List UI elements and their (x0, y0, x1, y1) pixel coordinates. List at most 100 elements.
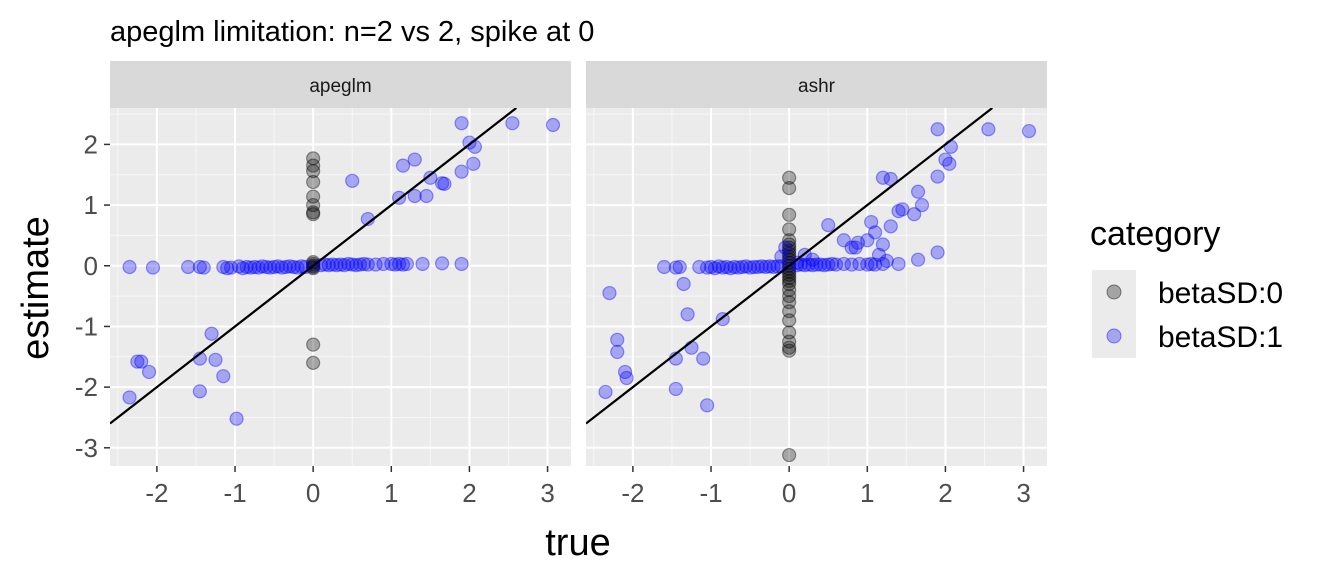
data-point-betaSD-1 (145, 260, 161, 275)
data-point-betaSD-1 (545, 117, 561, 133)
data-point-betaSD-0 (782, 233, 797, 248)
data-point-betaSD-1 (278, 259, 293, 275)
data-point-betaSD-0 (782, 276, 797, 292)
identity-line (110, 108, 517, 425)
data-point-betaSD-0 (782, 340, 797, 355)
facet-strip-label: ashr (798, 76, 836, 97)
x-tick-label: 0 (306, 478, 320, 508)
data-point-betaSD-1 (766, 259, 781, 275)
data-point-betaSD-1 (395, 158, 411, 173)
data-point-betaSD-1 (930, 169, 945, 184)
data-point-betaSD-1 (657, 259, 672, 275)
data-point-betaSD-1 (259, 259, 274, 275)
legend-label-betaSD-1: betaSD:1 (1158, 321, 1283, 354)
legend-label-betaSD-0: betaSD:0 (1158, 277, 1283, 310)
legend-key-background (1092, 270, 1136, 314)
data-point-betaSD-1 (938, 152, 953, 167)
data-point-betaSD-1 (437, 176, 452, 191)
data-point-betaSD-0 (782, 180, 797, 196)
data-point-betaSD-1 (770, 259, 785, 274)
facet-panel-apeglm: apeglm (110, 61, 571, 466)
data-point-betaSD-1 (454, 256, 469, 272)
data-point-betaSD-1 (719, 259, 734, 275)
data-point-betaSD-1 (875, 170, 891, 185)
data-point-betaSD-1 (778, 240, 793, 255)
data-point-betaSD-1 (758, 259, 773, 275)
data-point-betaSD-0 (306, 164, 321, 179)
y-tick-label: -1 (75, 311, 98, 341)
data-point-betaSD-1 (735, 259, 750, 275)
data-point-betaSD-0 (782, 289, 797, 304)
data-point-betaSD-1 (910, 252, 926, 267)
data-point-betaSD-1 (668, 381, 683, 397)
y-tick-label: -2 (75, 372, 98, 402)
data-point-betaSD-1 (860, 233, 875, 248)
x-tick-label: -1 (223, 478, 246, 508)
data-point-betaSD-1 (598, 384, 613, 400)
data-point-betaSD-1 (243, 260, 258, 275)
x-tick-label: 2 (462, 478, 476, 508)
data-point-betaSD-1 (864, 256, 879, 272)
data-point-betaSD-0 (782, 246, 797, 261)
data-point-betaSD-1 (192, 384, 207, 399)
legend-key-background (1092, 314, 1136, 358)
data-point-betaSD-1 (345, 257, 360, 272)
data-point-betaSD-0 (306, 261, 321, 276)
data-point-betaSD-1 (942, 156, 957, 171)
data-point-betaSD-1 (220, 261, 235, 276)
legend: category betaSD:0 betaSD:1 (1090, 215, 1283, 358)
data-point-betaSD-1 (825, 256, 840, 272)
data-point-betaSD-1 (134, 354, 149, 369)
data-point-betaSD-1 (454, 116, 469, 131)
data-point-betaSD-0 (306, 337, 321, 352)
data-point-betaSD-0 (782, 304, 797, 319)
data-point-betaSD-1 (399, 256, 415, 272)
data-point-betaSD-1 (844, 240, 859, 255)
x-tick-label: -2 (621, 478, 644, 508)
data-point-betaSD-0 (782, 207, 797, 222)
data-point-betaSD-1 (891, 204, 906, 219)
facet-strip (110, 61, 571, 108)
data-point-betaSD-1 (329, 258, 344, 273)
data-point-betaSD-1 (290, 260, 305, 275)
data-point-betaSD-1 (356, 256, 372, 272)
data-point-betaSD-0 (782, 261, 797, 276)
data-point-betaSD-1 (703, 259, 719, 275)
data-point-betaSD-1 (723, 261, 738, 276)
panel-background (586, 108, 1047, 466)
data-point-betaSD-1 (871, 247, 887, 262)
data-point-betaSD-1 (774, 249, 789, 264)
data-point-betaSD-1 (345, 173, 360, 188)
data-point-betaSD-1 (141, 364, 157, 380)
data-point-betaSD-0 (782, 270, 797, 285)
data-point-betaSD-1 (797, 258, 812, 273)
data-point-betaSD-1 (231, 259, 247, 274)
data-point-betaSD-0 (782, 243, 797, 258)
data-point-betaSD-1 (274, 260, 289, 275)
data-point-betaSD-0 (782, 295, 797, 310)
data-point-betaSD-0 (782, 237, 797, 252)
data-point-betaSD-1 (875, 237, 891, 252)
x-tick-label: 1 (860, 478, 874, 508)
data-point-betaSD-1 (700, 260, 715, 275)
data-point-betaSD-1 (181, 259, 196, 275)
data-point-betaSD-1 (711, 259, 726, 274)
data-point-betaSD-1 (801, 257, 816, 272)
data-point-betaSD-0 (306, 355, 321, 370)
data-point-betaSD-0 (306, 189, 321, 204)
x-tick-label: -2 (145, 478, 168, 508)
data-point-betaSD-1 (692, 259, 707, 275)
data-point-betaSD-1 (828, 257, 844, 272)
x-tick-label: 3 (540, 478, 554, 508)
y-tick-label: 1 (84, 190, 98, 220)
data-point-betaSD-1 (333, 257, 348, 272)
data-point-betaSD-1 (325, 257, 340, 272)
data-point-betaSD-0 (782, 325, 797, 340)
data-point-betaSD-1 (684, 340, 699, 355)
data-point-betaSD-0 (782, 249, 797, 264)
data-points (598, 122, 1037, 463)
y-axis-title: estimate (15, 216, 57, 360)
data-point-betaSD-1 (817, 258, 832, 273)
data-point-betaSD-1 (360, 257, 375, 272)
data-point-betaSD-0 (782, 273, 797, 289)
